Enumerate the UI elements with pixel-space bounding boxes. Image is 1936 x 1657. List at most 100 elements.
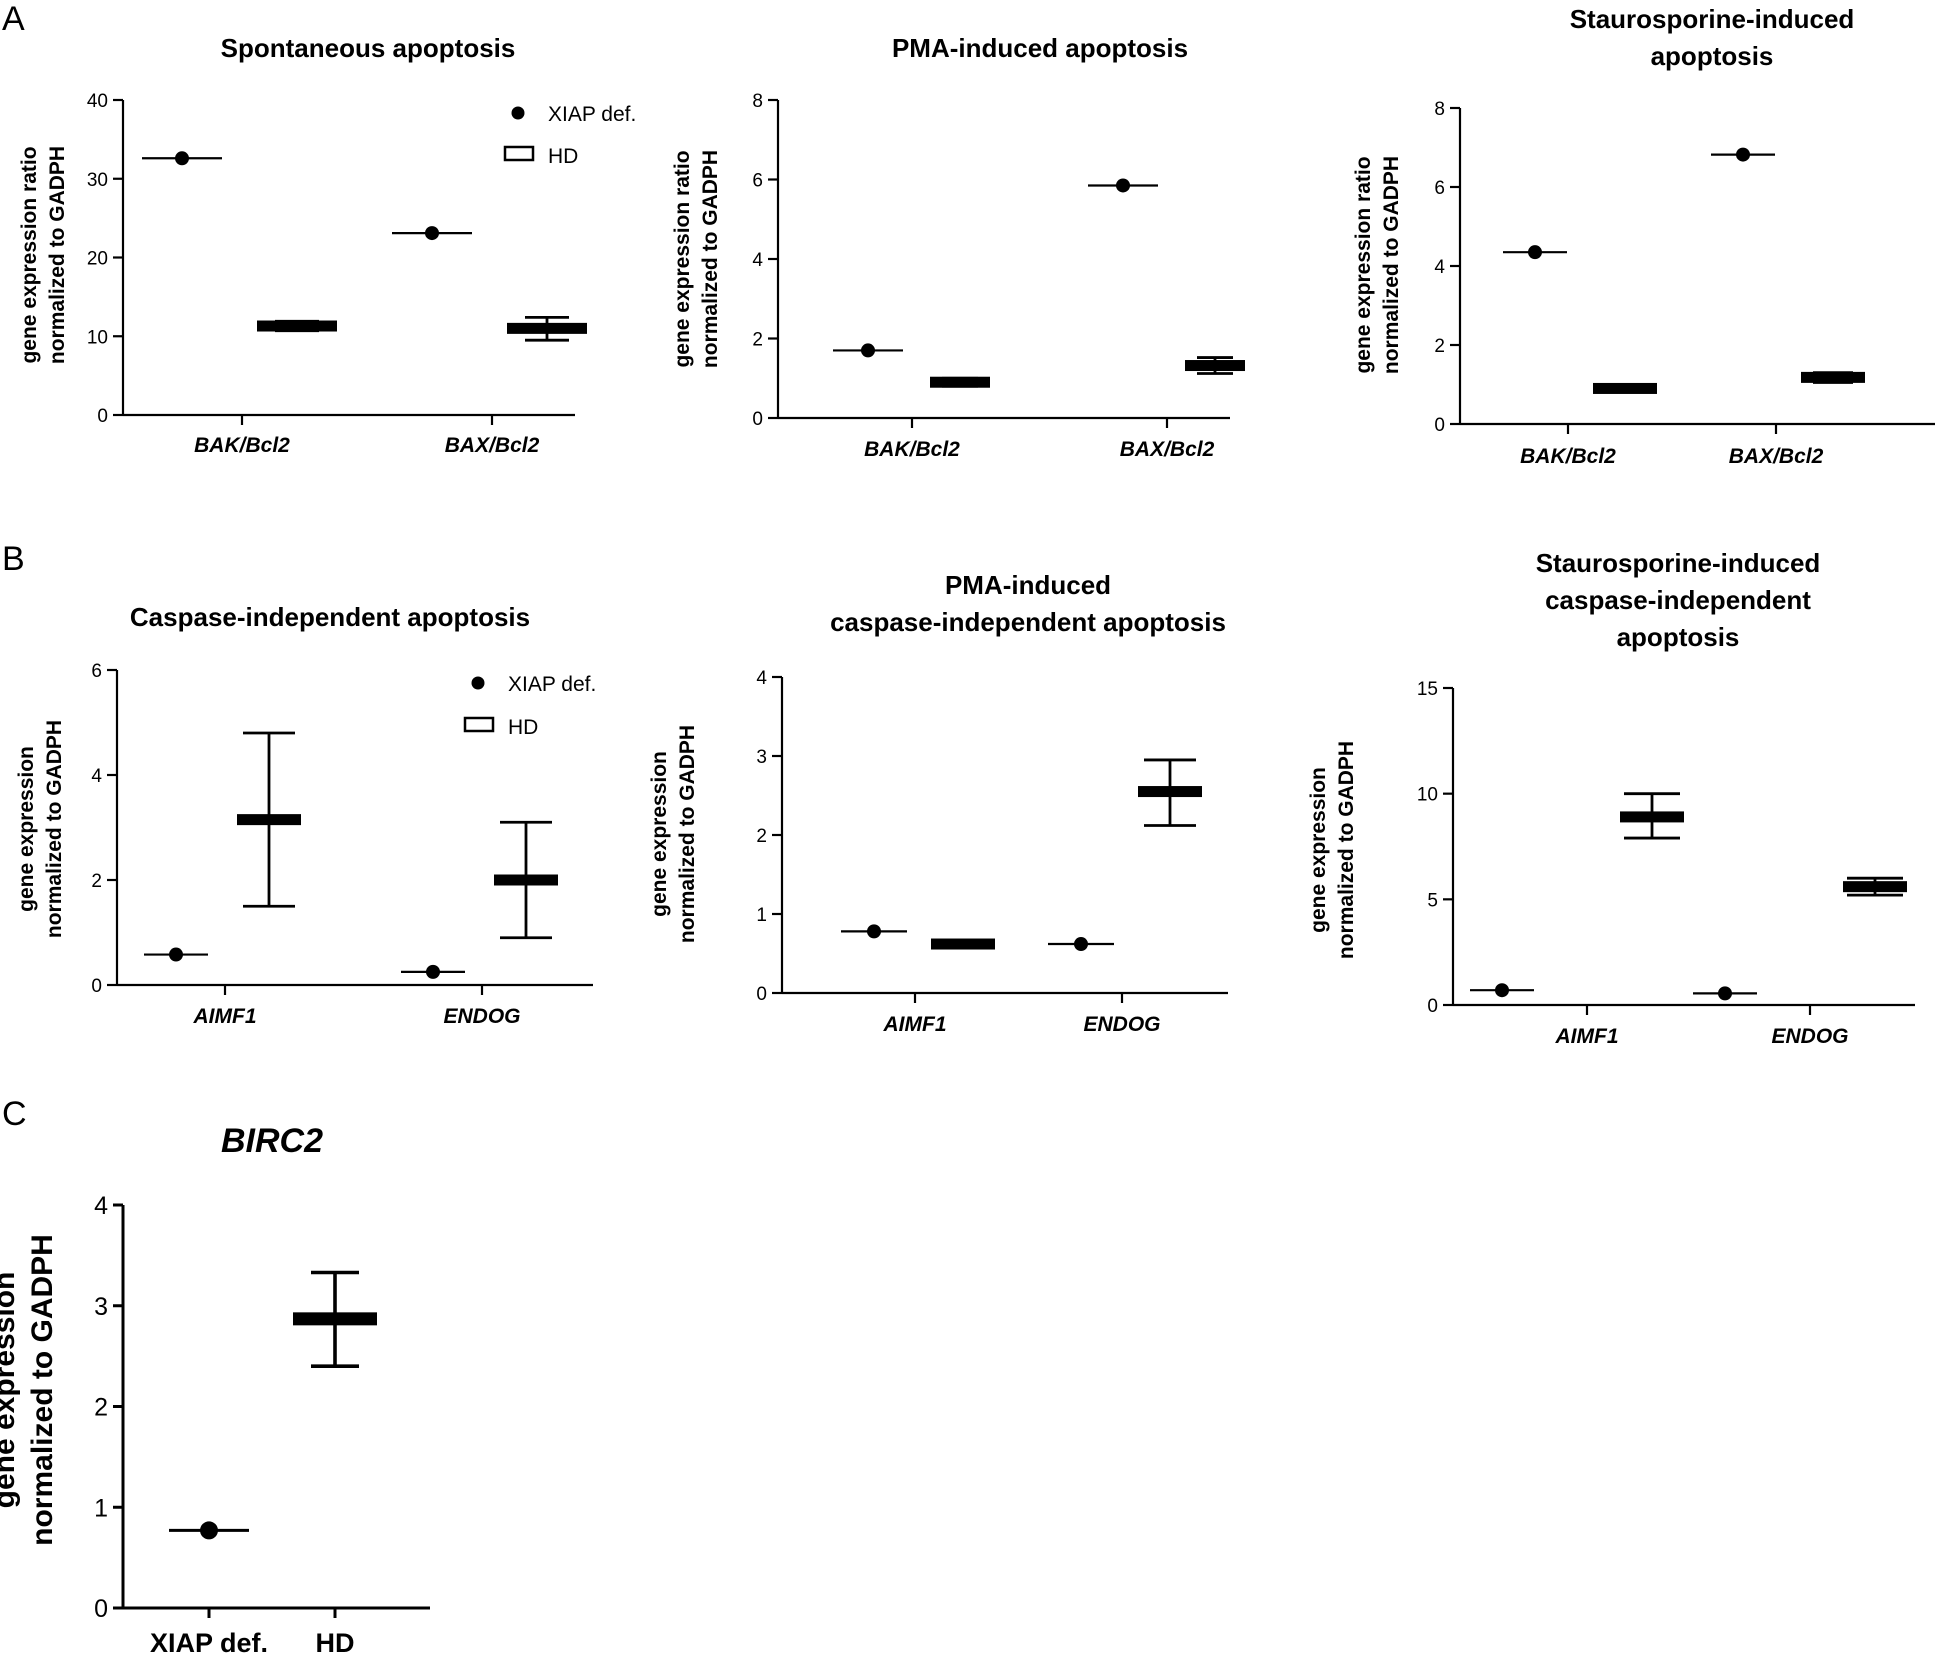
legend-label: XIAP def. bbox=[548, 103, 636, 126]
y-tick-label: 3 bbox=[756, 747, 767, 768]
y-tick-label: 8 bbox=[1434, 99, 1445, 120]
y-tick-label: 0 bbox=[752, 409, 763, 430]
xiap-data-point bbox=[1718, 986, 1732, 1001]
chart-spontaneous-apoptosis: Spontaneous apoptosis gene expression rat… bbox=[18, 33, 636, 457]
chart-title: PMA-induced apoptosis bbox=[892, 33, 1188, 63]
hd-mean-bar bbox=[930, 376, 990, 388]
xiap-data-point bbox=[1528, 245, 1542, 260]
y-axis-label: gene expression bbox=[0, 1272, 21, 1509]
chart-title: Staurosporine-induced bbox=[1570, 4, 1855, 34]
xiap-data-point bbox=[200, 1521, 218, 1540]
x-category-label: XIAP def. bbox=[150, 1628, 268, 1657]
x-category-label: BAK/Bcl2 bbox=[1520, 445, 1616, 468]
x-category-label: AIMF1 bbox=[883, 1013, 947, 1036]
y-axis-label: normalized to GADPH bbox=[1380, 156, 1403, 374]
y-tick-label: 40 bbox=[87, 91, 108, 112]
chart-title: BIRC2 bbox=[221, 1122, 323, 1160]
hd-mean-bar bbox=[1620, 811, 1684, 823]
panel-letter-a: A bbox=[2, 0, 25, 38]
y-axis-label: gene expression bbox=[15, 746, 38, 912]
xiap-data-point bbox=[867, 924, 881, 939]
panel-letter-b: B bbox=[2, 540, 25, 578]
y-tick-label: 3 bbox=[94, 1293, 108, 1321]
y-tick-label: 2 bbox=[91, 871, 102, 892]
hd-mean-bar bbox=[1185, 360, 1245, 372]
hd-mean-bar bbox=[507, 322, 587, 334]
y-tick-label: 10 bbox=[87, 327, 108, 348]
x-category-label: BAX/Bcl2 bbox=[1120, 438, 1215, 461]
legend-label: HD bbox=[508, 716, 538, 739]
chart-birc2: BIRC2 gene expression normalized to GADPH 0… bbox=[0, 1122, 430, 1657]
hd-mean-bar bbox=[1593, 382, 1657, 394]
hd-mean-bar bbox=[1801, 371, 1865, 383]
y-tick-label: 10 bbox=[1417, 785, 1438, 806]
y-axis-label: normalized to GADPH bbox=[46, 146, 69, 364]
hd-mean-bar bbox=[237, 814, 301, 826]
hd-mean-bar bbox=[1843, 881, 1907, 893]
panel-letter-c: C bbox=[2, 1095, 27, 1133]
xiap-data-point bbox=[1116, 178, 1130, 193]
x-category-label: BAX/Bcl2 bbox=[445, 434, 540, 457]
y-tick-label: 0 bbox=[756, 984, 767, 1005]
y-tick-label: 4 bbox=[1434, 257, 1445, 278]
legend-dot-icon bbox=[471, 676, 485, 690]
x-category-label: BAK/Bcl2 bbox=[864, 438, 960, 461]
y-tick-label: 15 bbox=[1417, 679, 1438, 700]
chart-staurosporine-induced-apoptosis: Staurosporine-induced apoptosis gene expre… bbox=[1352, 4, 1935, 468]
y-axis-label: normalized to GADPH bbox=[676, 725, 699, 943]
x-category-label: ENDOG bbox=[443, 1005, 520, 1028]
xiap-data-point bbox=[1736, 147, 1750, 162]
y-tick-label: 0 bbox=[1427, 996, 1438, 1017]
chart-pma-caspase-independent-apoptosis: PMA-induced caspase-independent apoptosis… bbox=[648, 570, 1228, 1036]
hd-mean-bar bbox=[257, 320, 337, 332]
xiap-data-point bbox=[175, 151, 189, 166]
y-axis-label: gene expression bbox=[648, 751, 671, 917]
hd-mean-bar bbox=[494, 874, 558, 886]
xiap-data-point bbox=[1074, 937, 1088, 952]
y-axis-label: normalized to GADPH bbox=[26, 1234, 59, 1546]
y-axis-label: gene expression ratio bbox=[1352, 156, 1375, 373]
chart-title: Spontaneous apoptosis bbox=[221, 33, 516, 63]
y-tick-label: 2 bbox=[756, 826, 767, 847]
y-axis-label: gene expression bbox=[1307, 767, 1330, 933]
x-category-label: AIMF1 bbox=[1555, 1025, 1619, 1048]
y-tick-label: 4 bbox=[94, 1192, 108, 1220]
y-tick-label: 2 bbox=[94, 1394, 108, 1422]
y-tick-label: 0 bbox=[94, 1595, 108, 1623]
xiap-data-point bbox=[426, 964, 440, 979]
y-tick-label: 4 bbox=[91, 766, 102, 787]
y-tick-label: 0 bbox=[97, 406, 108, 427]
y-tick-label: 1 bbox=[756, 905, 767, 926]
xiap-data-point bbox=[861, 343, 875, 358]
legend-box-icon bbox=[503, 145, 535, 162]
x-category-label: HD bbox=[316, 1628, 355, 1657]
y-axis-label: normalized to GADPH bbox=[43, 720, 66, 938]
chart-pma-induced-apoptosis: PMA-induced apoptosis gene expression rat… bbox=[671, 33, 1245, 461]
x-category-label: BAK/Bcl2 bbox=[194, 434, 290, 457]
y-tick-label: 20 bbox=[87, 249, 108, 270]
y-tick-label: 6 bbox=[1434, 178, 1445, 199]
y-tick-label: 2 bbox=[752, 330, 763, 351]
y-tick-label: 2 bbox=[1434, 336, 1445, 357]
y-axis-label: normalized to GADPH bbox=[699, 150, 722, 368]
y-tick-label: 6 bbox=[91, 661, 102, 682]
y-tick-label: 1 bbox=[94, 1494, 108, 1522]
chart-staurosporine-caspase-independent-apoptosis: Staurosporine-induced caspase-independent… bbox=[1307, 548, 1915, 1048]
y-tick-label: 30 bbox=[87, 170, 108, 191]
legend-box-icon bbox=[463, 716, 495, 733]
y-axis-label: gene expression ratio bbox=[671, 150, 694, 367]
y-tick-label: 0 bbox=[91, 976, 102, 997]
chart-title: PMA-induced bbox=[945, 570, 1111, 600]
hd-mean-bar bbox=[931, 938, 995, 950]
hd-mean-bar bbox=[1138, 786, 1202, 798]
chart-title: Staurosporine-induced bbox=[1536, 548, 1821, 578]
y-axis-label: normalized to GADPH bbox=[1335, 741, 1358, 959]
y-tick-label: 8 bbox=[752, 91, 763, 112]
y-tick-label: 6 bbox=[752, 171, 763, 192]
x-category-label: ENDOG bbox=[1083, 1013, 1160, 1036]
xiap-data-point bbox=[1495, 983, 1509, 998]
x-category-label: ENDOG bbox=[1771, 1025, 1848, 1048]
x-category-label: BAX/Bcl2 bbox=[1729, 445, 1824, 468]
chart-title: caspase-independent bbox=[1545, 585, 1811, 615]
